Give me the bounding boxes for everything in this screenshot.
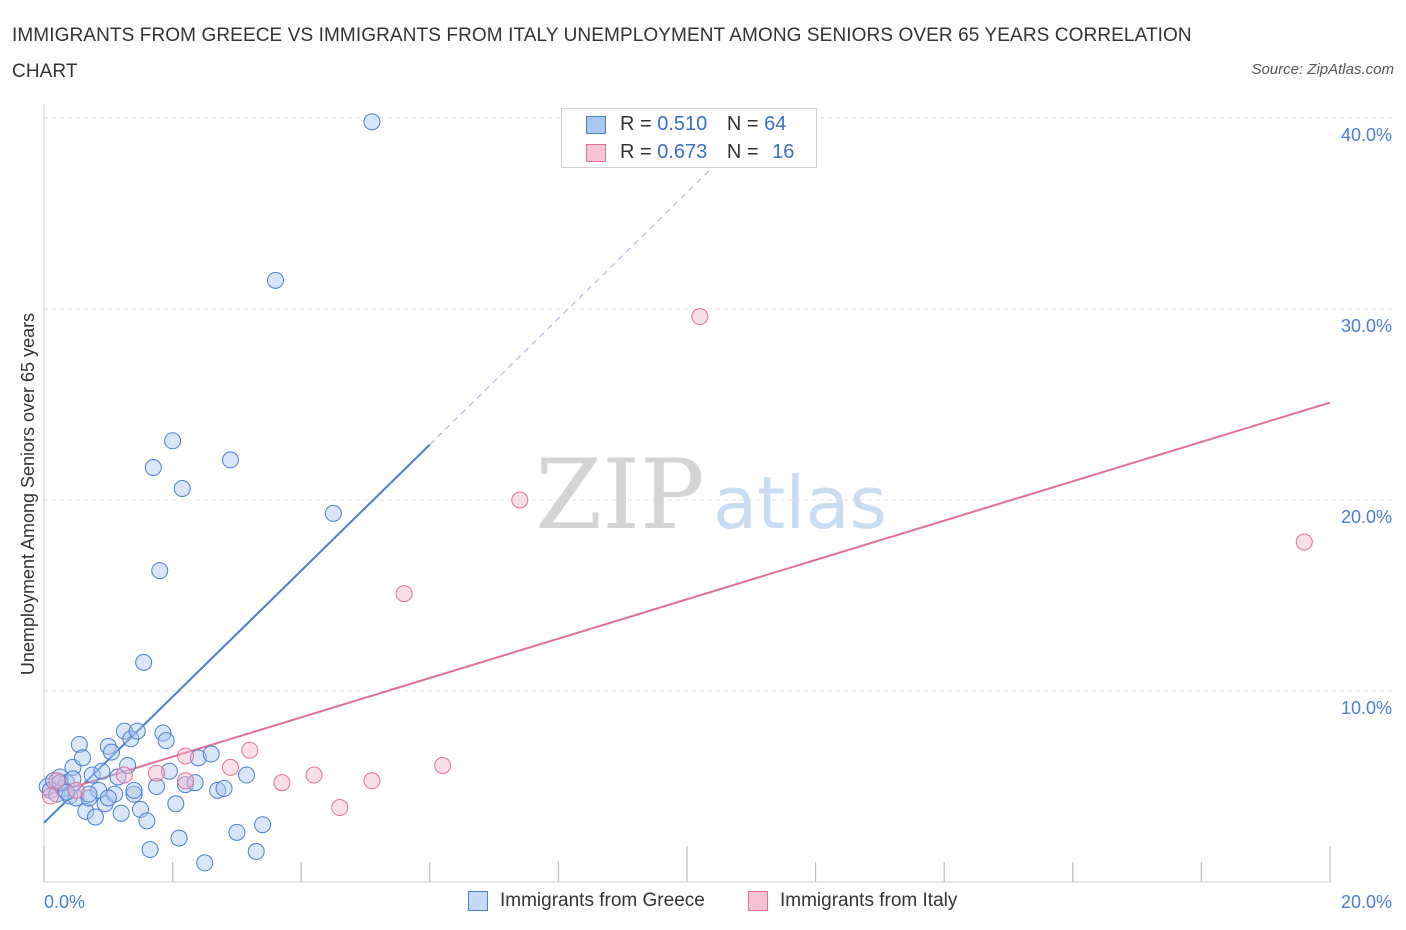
data-point-greece bbox=[93, 762, 111, 780]
data-point-greece bbox=[51, 774, 69, 792]
data-point-greece bbox=[112, 804, 130, 822]
y-tick-label: 20.0% bbox=[1341, 507, 1392, 527]
data-point-greece bbox=[170, 829, 188, 847]
data-point-italy bbox=[511, 491, 529, 509]
r-label: R = bbox=[620, 141, 652, 163]
data-point-greece bbox=[209, 781, 227, 799]
data-point-greece bbox=[144, 459, 162, 477]
data-point-greece bbox=[151, 562, 169, 580]
data-point-italy bbox=[305, 766, 323, 784]
x-tick-label: 0.0% bbox=[44, 892, 85, 912]
data-point-greece bbox=[324, 504, 342, 522]
italy-swatch bbox=[748, 891, 768, 911]
gridlines bbox=[44, 117, 1392, 692]
data-point-greece bbox=[125, 781, 143, 799]
data-point-greece bbox=[196, 854, 214, 872]
data-point-italy bbox=[221, 758, 239, 776]
data-point-greece bbox=[86, 808, 104, 826]
data-point-italy bbox=[48, 772, 66, 790]
r-value-greece: 0.510 bbox=[657, 113, 708, 135]
data-point-greece bbox=[164, 432, 182, 450]
data-point-italy bbox=[41, 787, 59, 805]
data-point-italy bbox=[67, 781, 85, 799]
data-point-greece bbox=[215, 779, 233, 797]
chart-source: Source: ZipAtlas.com bbox=[1251, 61, 1394, 78]
chart-title: IMMIGRANTS FROM GREECE VS IMMIGRANTS FRO… bbox=[12, 25, 1192, 82]
data-point-greece bbox=[119, 756, 137, 774]
greece-swatch bbox=[468, 891, 488, 911]
data-point-italy bbox=[434, 756, 452, 774]
y-tick-label: 10.0% bbox=[1341, 698, 1392, 718]
n-label: N = bbox=[726, 113, 759, 135]
data-point-greece bbox=[83, 766, 101, 784]
legend-label-italy: Immigrants from Italy bbox=[780, 890, 958, 911]
tick-labels: 10.0% 20.0% 30.0% 40.0% 0.0% 20.0% bbox=[44, 125, 1392, 912]
data-point-italy bbox=[363, 772, 381, 790]
correlation-legend: R = 0.510 N = 64 R = 0.673 N = 16 bbox=[561, 108, 817, 168]
data-point-italy bbox=[1295, 533, 1313, 551]
data-points bbox=[38, 113, 1313, 872]
trend-extension-greece bbox=[429, 129, 752, 445]
y-tick-label: 40.0% bbox=[1341, 125, 1392, 145]
data-point-greece bbox=[128, 722, 146, 740]
data-point-greece bbox=[363, 113, 381, 131]
data-point-greece bbox=[80, 785, 98, 803]
data-point-greece bbox=[247, 842, 265, 860]
data-point-greece bbox=[202, 745, 220, 763]
data-point-greece bbox=[138, 812, 156, 830]
n-value-italy: 16 bbox=[772, 141, 795, 163]
data-point-greece bbox=[77, 802, 95, 820]
data-point-italy bbox=[395, 585, 413, 603]
data-point-greece bbox=[189, 749, 207, 767]
data-point-italy bbox=[148, 764, 166, 782]
data-point-greece bbox=[103, 743, 121, 761]
n-label: N = bbox=[726, 141, 759, 163]
data-point-greece bbox=[221, 451, 239, 469]
data-point-greece bbox=[238, 766, 256, 784]
data-point-italy bbox=[176, 747, 194, 765]
data-point-italy bbox=[691, 308, 709, 326]
y-tick-label: 30.0% bbox=[1341, 316, 1392, 336]
data-point-greece bbox=[99, 737, 117, 755]
watermark-atlas: atlas bbox=[713, 461, 887, 545]
data-point-greece bbox=[157, 732, 175, 750]
data-point-greece bbox=[266, 271, 284, 289]
data-point-greece bbox=[99, 789, 117, 807]
data-point-greece bbox=[74, 749, 92, 767]
data-point-greece bbox=[135, 653, 153, 671]
data-point-italy bbox=[176, 772, 194, 790]
n-value-greece: 64 bbox=[764, 113, 787, 135]
data-point-italy bbox=[273, 774, 291, 792]
data-point-greece bbox=[70, 735, 88, 753]
watermark-zip: ZIP bbox=[535, 439, 704, 551]
data-point-italy bbox=[115, 766, 133, 784]
data-point-greece bbox=[109, 768, 127, 786]
italy-swatch bbox=[586, 144, 606, 162]
data-point-italy bbox=[241, 741, 259, 759]
data-point-greece bbox=[125, 785, 143, 803]
data-point-greece bbox=[254, 816, 272, 834]
data-point-italy bbox=[331, 799, 349, 817]
data-point-greece bbox=[148, 778, 166, 795]
data-point-greece bbox=[160, 762, 178, 780]
trend-line-italy bbox=[43, 401, 1331, 798]
r-label: R = bbox=[620, 113, 652, 135]
axes bbox=[43, 104, 1331, 883]
greece-swatch bbox=[586, 116, 606, 134]
y-axis-label: Unemployment Among Seniors over 65 years bbox=[18, 313, 38, 675]
x-tick-label: 20.0% bbox=[1341, 892, 1392, 912]
data-point-greece bbox=[141, 841, 159, 859]
r-value-italy: 0.673 bbox=[657, 141, 708, 163]
data-point-greece bbox=[228, 823, 246, 841]
legend-label-greece: Immigrants from Greece bbox=[500, 890, 705, 911]
data-point-greece bbox=[167, 795, 185, 813]
data-point-greece bbox=[173, 480, 191, 498]
